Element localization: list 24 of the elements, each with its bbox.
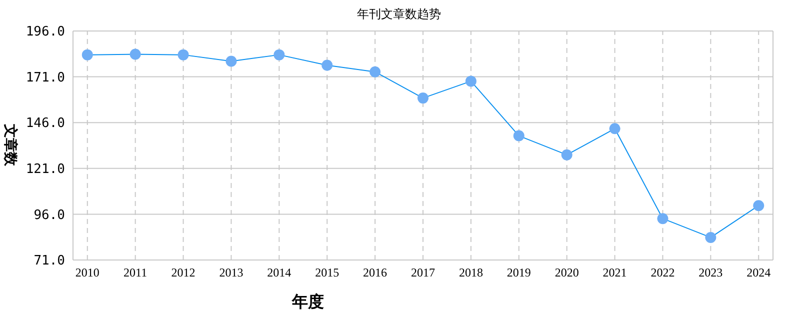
x-tick-label: 2024 [746,266,771,280]
x-tick-label: 2021 [602,266,627,280]
x-axis-title: 年度 [292,292,324,313]
y-tick-label: 146.0 [26,116,65,132]
y-tick-label: 121.0 [26,162,65,178]
y-tick-label: 71.0 [34,254,65,269]
x-tick-label: 2018 [458,266,483,280]
x-tick-label: 2010 [75,266,100,280]
x-tick-label: 2017 [411,266,435,280]
x-tick-label: 2020 [554,266,579,280]
x-tick-label: 2015 [315,266,340,280]
y-axis-title: 文章数 [1,123,19,168]
x-tick-label: 2014 [267,266,292,280]
x-tick-label: 2019 [506,266,531,280]
x-tick-label: 2011 [124,266,148,280]
x-tick-label: 2016 [363,266,388,280]
y-tick-label: 196.0 [26,24,65,40]
y-tick-label: 171.0 [26,70,65,86]
y-tick-label: 96.0 [34,208,65,223]
x-tick-label: 2013 [219,266,244,280]
x-tick-label: 2022 [650,266,675,280]
x-tick-label: 2012 [171,266,196,280]
chart-title: 年刊文章数趋势 [356,6,442,23]
x-tick-label: 2023 [698,266,723,280]
